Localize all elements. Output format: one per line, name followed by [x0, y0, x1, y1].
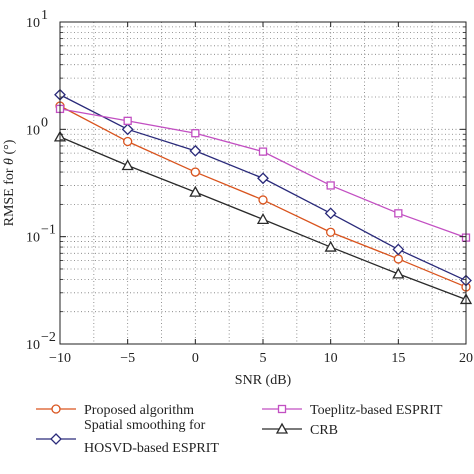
legend-entry-proposed: Proposed algorithm	[36, 403, 194, 418]
data-point-series-1	[189, 144, 202, 157]
legend-marker-spatial-smoothing	[50, 433, 62, 445]
data-point-series-1	[121, 123, 134, 136]
legend-marker-shape	[50, 433, 62, 445]
x-tick-label: 5	[260, 351, 267, 366]
y-axis-label-main: RMSE for	[2, 165, 17, 226]
legend-marker-proposed	[51, 404, 61, 414]
legend-entry-spatial-smoothing: Spatial smoothing for HOSVD-based ESPRIT	[36, 418, 219, 456]
data-point-series-2	[326, 181, 335, 190]
data-point-series-3	[256, 213, 270, 224]
legend-label-spatial-smoothing-line2: HOSVD-based ESPRIT	[84, 441, 219, 456]
data-point-series-2	[394, 209, 403, 218]
legend-marker-toeplitz	[277, 404, 287, 414]
legend-marker-shape	[51, 404, 61, 414]
y-tick-label-exponent: 0	[41, 115, 48, 130]
y-axis-label-unit: (°)	[2, 139, 17, 158]
data-point-series-0	[326, 227, 336, 237]
series-layer	[53, 88, 473, 305]
x-tick-label: 15	[391, 351, 405, 366]
series-line-1	[59, 94, 467, 282]
x-tick-label: −10	[49, 351, 71, 366]
x-tick-label: −5	[120, 351, 135, 366]
data-point-series-2	[123, 116, 132, 125]
data-point-series-3	[324, 240, 337, 252]
data-point-series-3	[392, 267, 405, 279]
y-tick-label-exponent: −1	[41, 223, 56, 238]
y-tick-label: 10	[26, 231, 40, 246]
x-axis-label: SNR (dB)	[235, 373, 292, 388]
data-point-series-1	[257, 172, 269, 185]
data-point-series-0	[258, 195, 268, 205]
legend-marker-crb	[275, 422, 289, 434]
y-tick-label: 10	[26, 338, 40, 353]
data-point-series-3	[189, 185, 202, 197]
data-point-series-1	[392, 243, 405, 256]
data-point-series-0	[190, 167, 200, 177]
legend-entry-toeplitz: Toeplitz-based ESPRIT	[262, 403, 443, 418]
axis-ticks	[59, 21, 467, 345]
data-point-series-0	[123, 136, 133, 147]
y-axis-label: RMSE for θ (°)	[2, 139, 17, 226]
y-tick-label-exponent: 1	[41, 8, 48, 23]
y-axis-label-symbol: θ	[2, 158, 17, 165]
y-tick-label-exponent: −2	[41, 330, 56, 345]
legend-marker-shape	[277, 404, 287, 414]
legend-marker-shape	[275, 422, 289, 434]
legend-entry-crb: CRB	[262, 422, 338, 438]
y-tick-label: 10	[26, 16, 40, 31]
data-point-series-3	[121, 159, 134, 171]
data-point-series-1	[324, 207, 337, 220]
legend: Proposed algorithm Spatial smoothing for…	[36, 403, 443, 456]
data-point-series-0	[393, 254, 403, 264]
data-point-series-2	[258, 147, 268, 156]
legend-label-proposed: Proposed algorithm	[84, 403, 194, 418]
legend-label-crb: CRB	[310, 423, 338, 438]
data-point-series-2	[191, 129, 200, 138]
x-tick-label: 0	[192, 351, 199, 366]
legend-label-toeplitz: Toeplitz-based ESPRIT	[310, 403, 443, 418]
x-tick-label: 10	[324, 351, 338, 366]
y-tick-label: 10	[26, 123, 40, 138]
legend-label-spatial-smoothing-line1: Spatial smoothing for	[84, 418, 206, 433]
x-tick-label: 20	[459, 351, 473, 366]
